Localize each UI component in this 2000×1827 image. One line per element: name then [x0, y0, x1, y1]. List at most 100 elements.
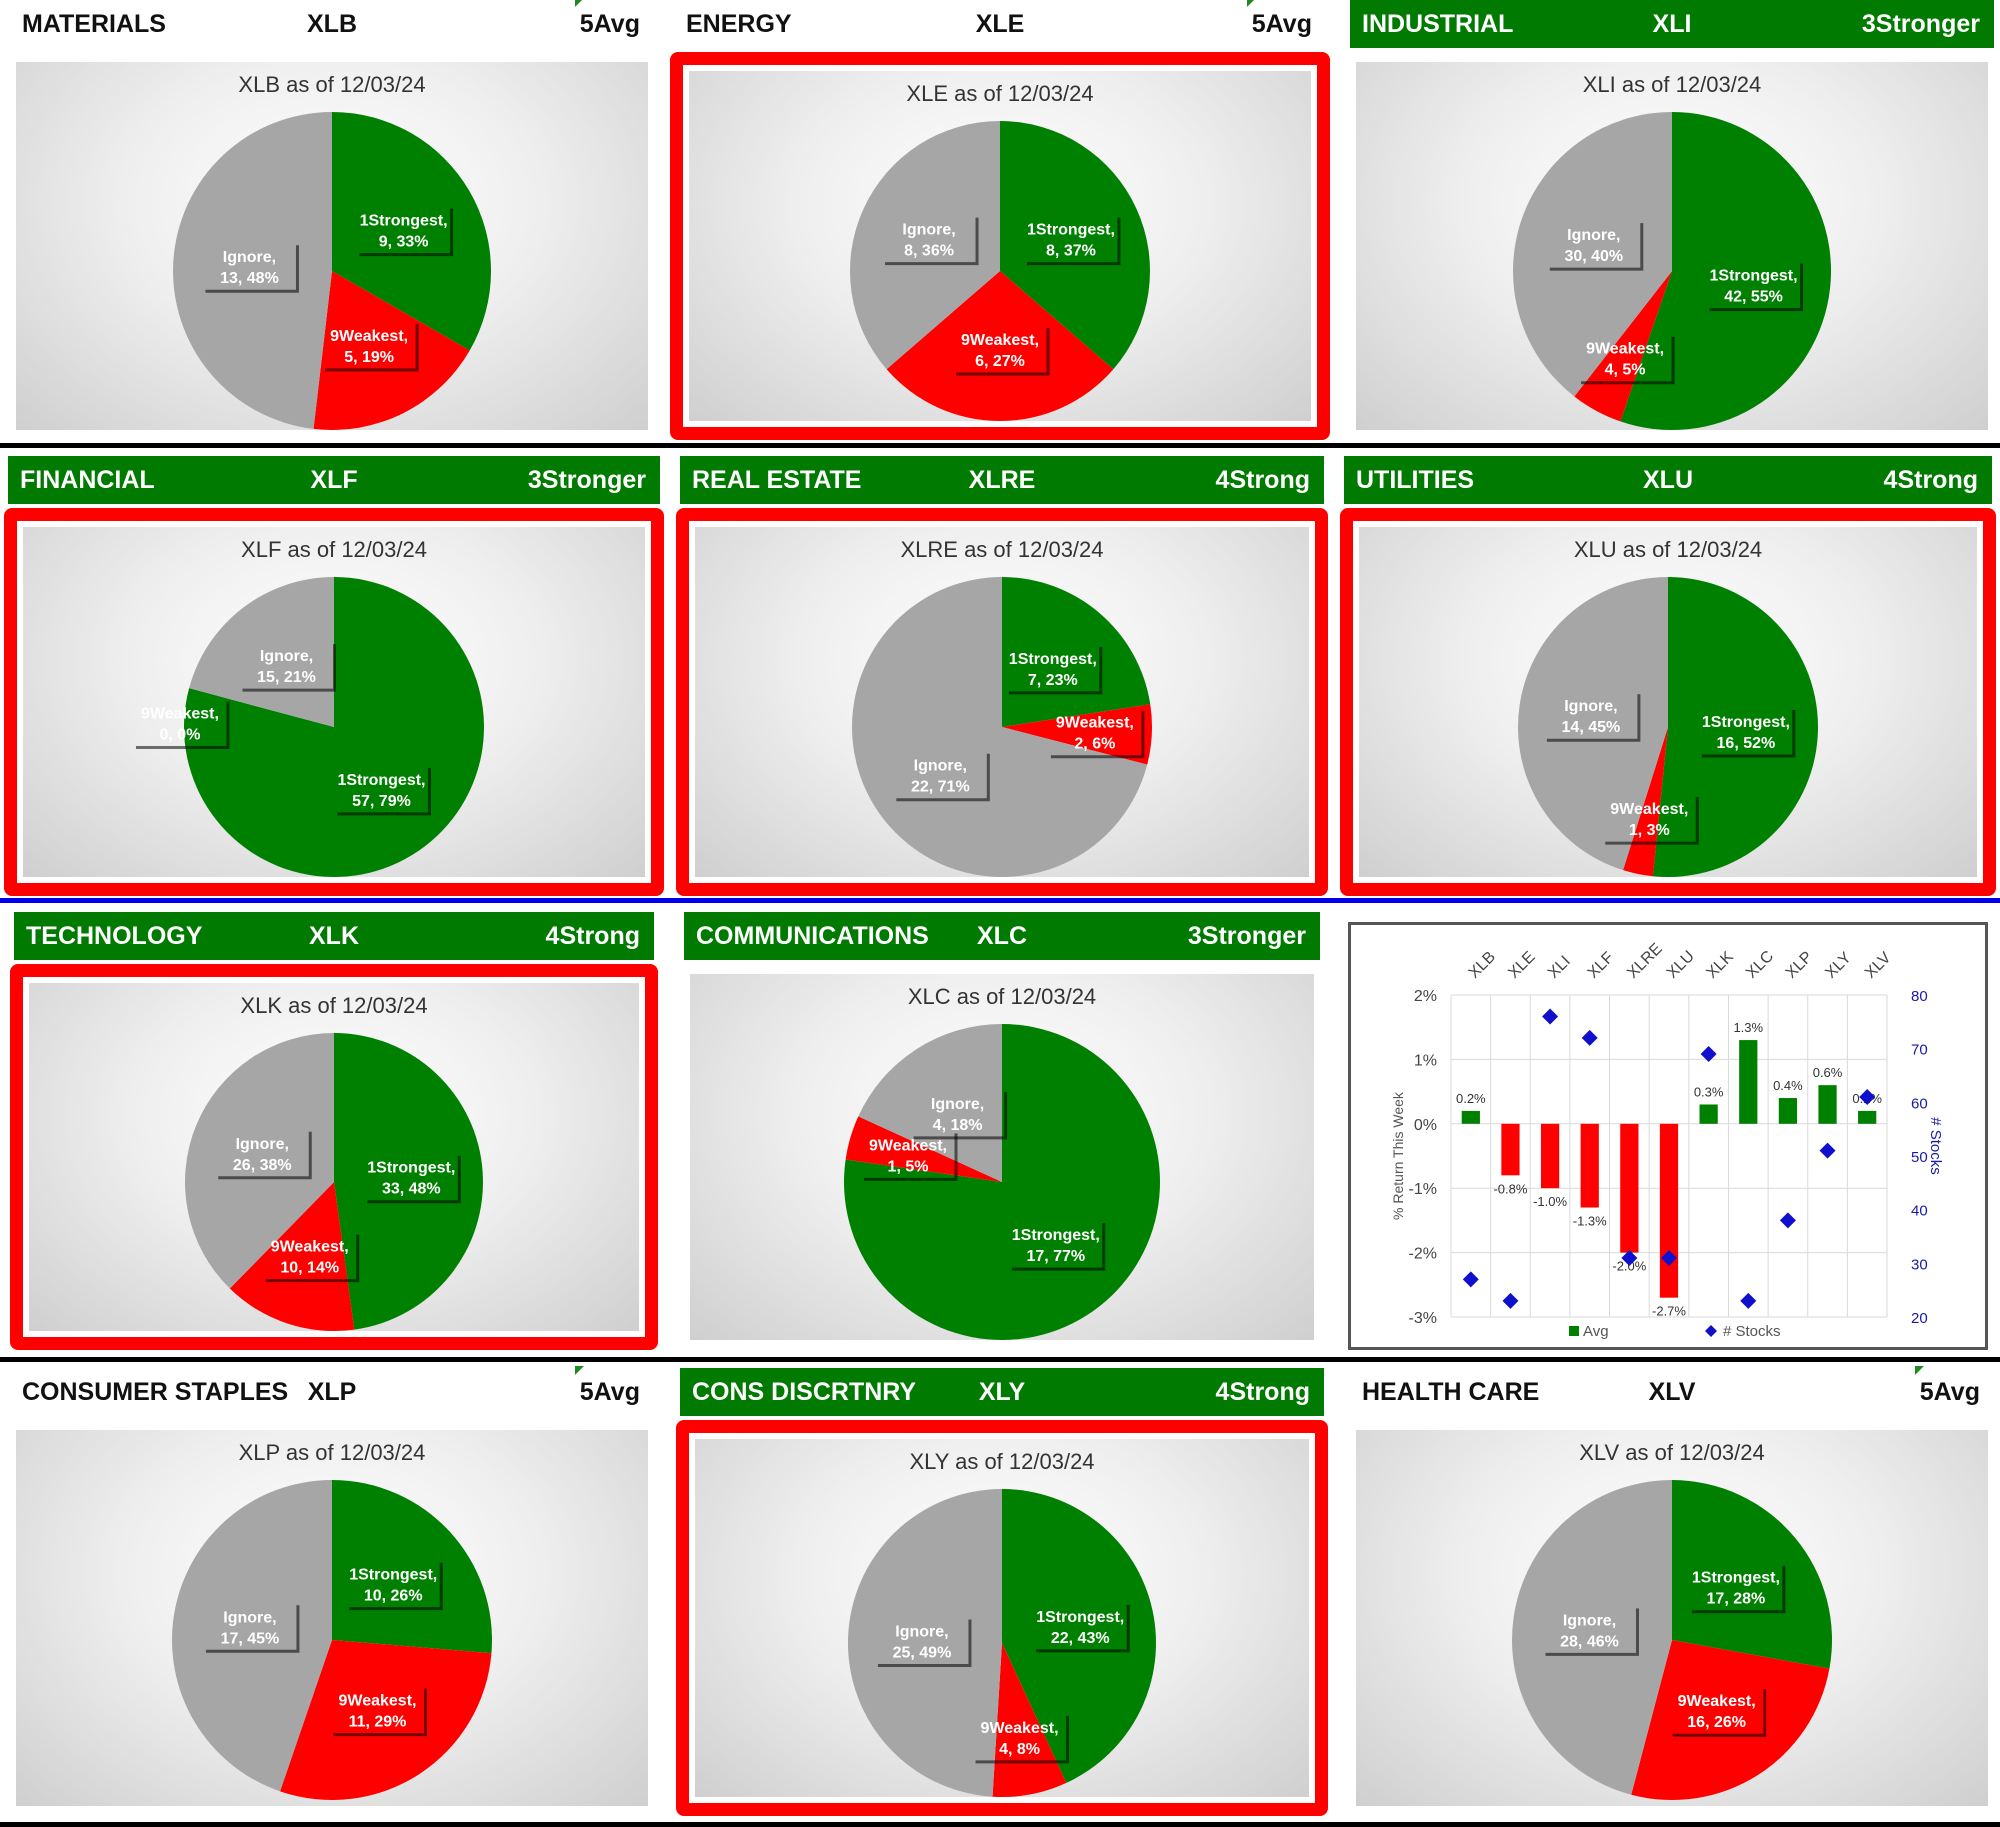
- sector-panel-cons-discrtnry: CONS DISCRTNRY XLY 4Strong XLY as of 12/03/…: [676, 1368, 1328, 1816]
- pie-slice-9weakest: [229, 1182, 355, 1331]
- data-label-category: 9Weakest,: [271, 1239, 349, 1256]
- pie-slice-ignore: [1513, 112, 1672, 397]
- data-label-shadow: [1605, 797, 1699, 845]
- data-label-shadow: [1050, 710, 1145, 759]
- data-label-value: 4, 5%: [1605, 362, 1646, 379]
- bar-data-label: 0.3%: [1694, 1084, 1724, 1099]
- category-label: XLE: [1505, 948, 1538, 981]
- data-label-value: 13, 48%: [220, 270, 279, 287]
- data-label-9weakest: 9Weakest, 10, 14%: [265, 1234, 360, 1283]
- row-separator: [0, 1822, 2000, 1827]
- sector-rating: 3Stronger: [527, 465, 646, 494]
- panel-header: UTILITIES XLU 4Strong: [1344, 456, 1992, 504]
- data-label-category: Ignore,: [260, 648, 313, 665]
- y2-tick-label: 70: [1911, 1042, 1928, 1059]
- pie-chart: 1Strongest, 57, 79% 9Weakest, 0, 0% Ignore, 1…: [135, 577, 484, 877]
- pie-slice-ignore: [851, 577, 1148, 877]
- pie-chart: 1Strongest, 7, 23% 9Weakest, 2, 6% Ignore, 22…: [851, 577, 1152, 877]
- data-label-1strongest: 1Strongest, 7, 23%: [1009, 646, 1103, 695]
- sector-name: REAL ESTATE: [692, 465, 862, 494]
- data-label-shadow: [359, 208, 454, 257]
- data-label-category: 9Weakest,: [1678, 1693, 1756, 1710]
- highlight-frame: XLU as of 12/03/24 1Strongest, 16, 52% 9Wea…: [1340, 508, 1996, 896]
- category-label: XLU: [1664, 948, 1698, 982]
- data-label-shadow: [1036, 1604, 1130, 1653]
- data-label-category: 1Strongest,: [1027, 222, 1115, 239]
- marker-stocks: [1779, 1212, 1796, 1229]
- bar-avg: [1501, 1123, 1520, 1176]
- data-label-shadow: [333, 1688, 428, 1737]
- row-separator-blue: [0, 898, 2000, 903]
- pie-slice-ignore: [185, 1033, 334, 1289]
- data-label-value: 8, 37%: [1046, 243, 1096, 260]
- highlight-frame: XLF as of 12/03/24 1Strongest, 57, 79% 9Wea…: [4, 508, 664, 896]
- sector-panel-health-care: HEALTH CARE XLV 5Avg XLV as of 12/03/24 1Str…: [1346, 1366, 1998, 1816]
- row-separator: [0, 443, 2000, 448]
- data-label-category: 1Strongest,: [337, 772, 425, 789]
- pie-chart-area: XLB as of 12/03/24 1Strongest, 9, 33% 9Weak…: [16, 62, 648, 430]
- data-label-shadow: [1026, 217, 1121, 266]
- data-label-shadow: [956, 328, 1050, 376]
- pie-slice-ignore: [858, 1024, 1002, 1182]
- data-label-shadow: [1549, 223, 1644, 271]
- data-label-value: 11, 29%: [349, 1714, 407, 1731]
- pie-slice-ignore: [1518, 577, 1668, 871]
- data-label-9weakest: 9Weakest, 4, 8%: [975, 1715, 1070, 1764]
- bar-avg: [1461, 1110, 1480, 1124]
- data-label-value: 10, 26%: [364, 1588, 423, 1605]
- data-label-shadow: [205, 1605, 300, 1653]
- data-label-shadow: [367, 1155, 461, 1204]
- pie-chart-title: XLC as of 12/03/24: [907, 984, 1097, 1009]
- bar-avg: [1739, 1040, 1758, 1124]
- bar-avg: [1540, 1123, 1560, 1189]
- data-label-shadow: [325, 323, 419, 372]
- data-label-9weakest: 9Weakest, 5, 19%: [325, 323, 419, 372]
- data-label-ignore: Ignore, 8, 36%: [885, 217, 979, 266]
- highlight-frame: XLE as of 12/03/24 1Strongest, 8, 37% 9Weak…: [670, 52, 1330, 440]
- pie-slice-1strongest: [1652, 577, 1818, 877]
- data-label-value: 17, 77%: [1026, 1248, 1085, 1265]
- y2-tick-label: 80: [1911, 988, 1928, 1005]
- data-label-9weakest: 9Weakest, 4, 5%: [1581, 336, 1675, 385]
- sector-name: COMMUNICATIONS: [696, 921, 929, 950]
- data-label-value: 16, 26%: [1687, 1714, 1746, 1731]
- y2-tick-label: 40: [1911, 1203, 1928, 1220]
- pie-slice-9weakest: [886, 271, 1114, 421]
- legend-label-avg: Avg: [1583, 1323, 1609, 1340]
- pie-chart: 1Strongest, 9, 33% 9Weakest, 5, 19% Ignore, 1…: [173, 112, 492, 430]
- bar-data-label: 0.4%: [1773, 1078, 1803, 1093]
- sector-panel-energy: ENERGY XLE 5Avg XLE as of 12/03/24 1Stronges…: [670, 0, 1330, 440]
- pie-chart-area: XLU as of 12/03/24 1Strongest, 16, 52% 9Wea…: [1359, 527, 1977, 877]
- y2-tick-label: 50: [1911, 1149, 1928, 1166]
- data-label-ignore: Ignore, 15, 21%: [242, 644, 337, 692]
- y-tick-label: -1%: [1409, 1181, 1437, 1198]
- data-label-category: Ignore,: [1563, 1612, 1616, 1629]
- pie-chart: 1Strongest, 33, 48% 9Weakest, 10, 14% Ignore…: [185, 1033, 483, 1331]
- data-label-value: 10, 14%: [280, 1260, 339, 1277]
- data-label-value: 30, 40%: [1564, 248, 1623, 265]
- data-label-shadow: [864, 1133, 958, 1181]
- bar-avg: [1858, 1110, 1877, 1124]
- marker-stocks: [1740, 1292, 1757, 1309]
- bar-data-label: 1.3%: [1733, 1020, 1763, 1035]
- pie-slice-1strongest: [334, 1033, 483, 1330]
- data-label-1strongest: 1Strongest, 22, 43%: [1036, 1604, 1130, 1653]
- data-label-1strongest: 1Strongest, 16, 52%: [1702, 709, 1796, 758]
- data-label-ignore: Ignore, 22, 71%: [896, 753, 990, 802]
- panel-header: CONS DISCRTNRY XLY 4Strong: [680, 1368, 1324, 1416]
- data-label-category: 9Weakest,: [981, 1720, 1059, 1737]
- data-label-value: 25, 49%: [893, 1645, 952, 1662]
- pie-chart-title: XLV as of 12/03/24: [1579, 1440, 1765, 1465]
- legend-swatch-stocks: [1705, 1325, 1717, 1337]
- bar-avg: [1659, 1123, 1679, 1298]
- data-label-value: 14, 45%: [1562, 719, 1621, 736]
- pie-slice-9weakest: [313, 271, 470, 430]
- y-tick-label: 1%: [1414, 1052, 1437, 1069]
- y-tick-label: -3%: [1409, 1310, 1437, 1327]
- pie-slice-1strongest: [332, 112, 492, 351]
- data-label-category: 9Weakest,: [1610, 801, 1688, 818]
- sector-name: CONS DISCRTNRY: [692, 1377, 917, 1406]
- data-label-shadow: [218, 1131, 312, 1180]
- pie-slice-ignore: [1512, 1480, 1672, 1795]
- pie-chart-title: XLK as of 12/03/24: [240, 993, 428, 1018]
